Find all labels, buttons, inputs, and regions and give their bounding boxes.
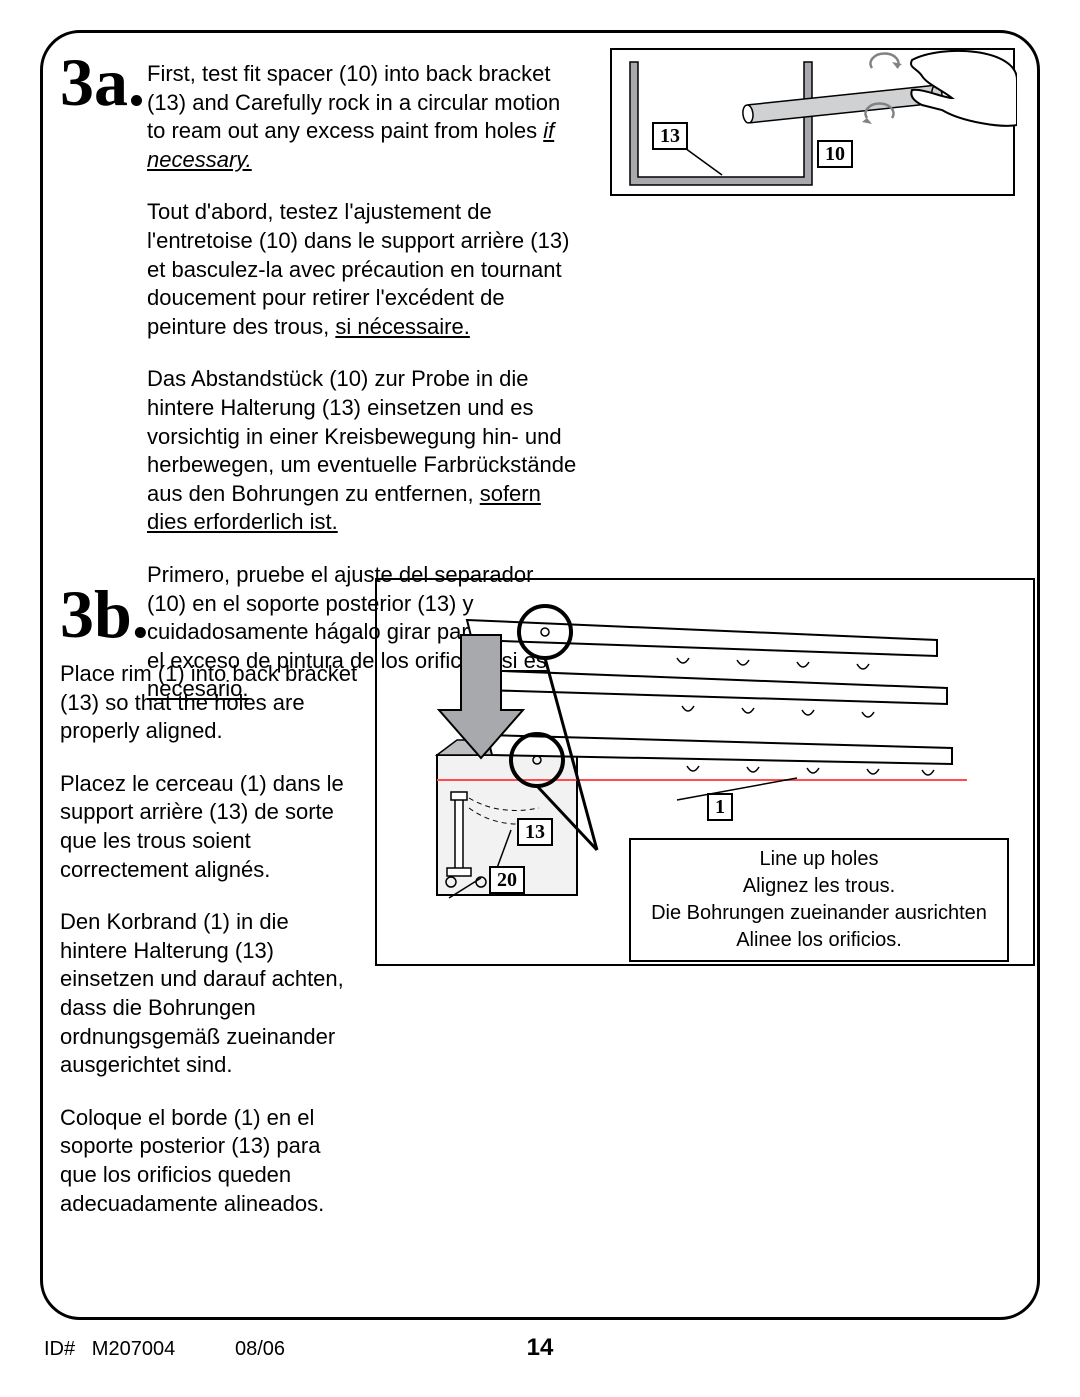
t: si nécessaire. — [335, 314, 470, 339]
para-3a-de: Das Abstandstück (10) zur Probe in die h… — [147, 365, 577, 537]
note-l3: Die Bohrungen zueinander ausrichten — [645, 900, 993, 927]
t: First, test fit spacer (10) into back br… — [147, 61, 560, 143]
callout-20: 20 — [489, 866, 525, 894]
note-l4: Alinee los orificios. — [645, 927, 993, 954]
para-3b-fr: Placez le cerceau (1) dans le support ar… — [60, 770, 362, 884]
callout-13: 13 — [517, 818, 553, 846]
callout-lineup: Line up holes Alignez les trous. Die Boh… — [629, 838, 1009, 962]
para-3b-de: Den Korbrand (1) in die hintere Halterun… — [60, 908, 362, 1080]
step-number-3a: 3a. — [60, 48, 145, 116]
step-number-3b: 3b. — [60, 580, 149, 648]
para-3b-en: Place rim (1) into back bracket (13) so … — [60, 660, 362, 746]
para-3a-en: First, test fit spacer (10) into back br… — [147, 60, 577, 174]
text-column-3b: Place rim (1) into back bracket (13) so … — [60, 660, 362, 1242]
figure-3b: 1 13 20 Line up holes Alignez les trous.… — [375, 578, 1035, 966]
note-l2: Alignez les trous. — [645, 873, 993, 900]
footer-page: 14 — [40, 1334, 1040, 1362]
para-3a-fr: Tout d'abord, testez l'ajustement de l'e… — [147, 198, 577, 341]
callout-1: 1 — [707, 793, 733, 821]
para-3b-es: Coloque el borde (1) en el soporte poste… — [60, 1104, 362, 1218]
note-l1: Line up holes — [645, 846, 993, 873]
callout-13: 13 — [652, 122, 688, 150]
figure-3a: 13 10 — [610, 48, 1015, 196]
callout-10: 10 — [817, 140, 853, 168]
